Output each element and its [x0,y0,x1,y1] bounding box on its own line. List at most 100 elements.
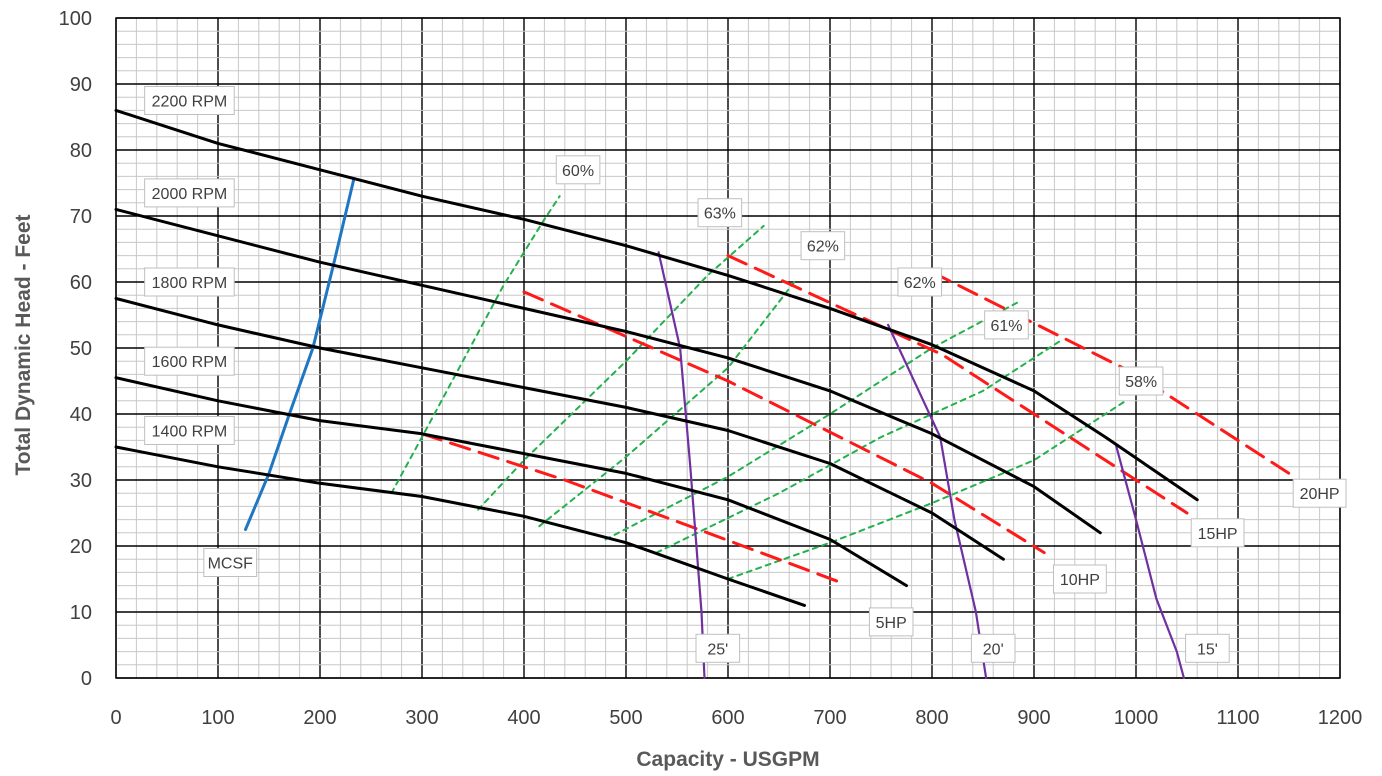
rpm-curve [114,297,1005,561]
curve-label-box [984,310,1029,340]
npsh-curve [657,251,706,680]
y-tick-label: 10 [70,602,92,624]
efficiency-curve [538,281,796,528]
curve-label: 1400 RPM [144,416,235,445]
curve-label-text: 1600 RPM [152,354,228,371]
y-tick-label: 60 [70,272,92,294]
x-tick-label: 400 [507,707,540,729]
rpm-curve [114,445,806,607]
x-tick-label: 1000 [1114,707,1159,729]
x-tick-label: 800 [915,707,948,729]
curve-label-box [203,548,258,577]
curve-label-box [1118,366,1164,396]
efficiency-curve [477,224,765,511]
curve-label: 5HP [868,607,914,637]
curve-label-text: 1800 RPM [152,275,228,292]
curve-label-text: 10HP [1060,572,1100,589]
mcsf-curve [244,178,356,531]
x-axis-title: Capacity - USGPM [636,748,819,771]
curve-label: 2000 RPM [144,178,235,208]
curve-label: 61% [984,310,1029,340]
curve-label: 63% [697,198,743,228]
npsh-curve [1114,442,1186,680]
horsepower-curve [726,254,1189,515]
rpm-curve [114,376,908,588]
curve-label: 10HP [1053,564,1107,594]
curve-label: 2200 RPM [144,86,235,115]
x-tick-label: 200 [303,707,336,729]
y-tick-label: 30 [70,470,92,492]
efficiency-curve [655,340,1061,554]
curve-label: 62% [800,231,846,261]
efficiency-curve [604,300,1020,541]
y-tick-label: 90 [70,74,92,96]
x-tick-label: 600 [711,707,744,729]
series [114,108,1296,680]
x-tick-label: 100 [201,707,234,729]
efficiency-curve [727,399,1127,580]
curve-label-text: 15' [1197,641,1218,658]
x-tick-label: 1100 [1216,707,1259,729]
horsepower-curve [522,290,1046,555]
curve-label-text: 2200 RPM [152,94,228,111]
plot-frame [115,17,1341,679]
curve-label: 20HP [1292,478,1347,508]
x-tick-label: 700 [813,707,846,729]
horsepower-curve [420,432,842,584]
y-tick-label: 50 [70,338,92,360]
curve-label-text: 63% [704,206,736,223]
curve-label-text: 61% [990,318,1022,335]
curve-label-box [144,86,235,115]
y-axis-title: Total Dynamic Head - Feet [12,214,35,475]
curve-label-box [970,633,1016,663]
y-tick-label: 0 [81,668,92,690]
curve-label-text: 2000 RPM [152,186,228,203]
curve-label: 20' [970,633,1016,663]
curve-label: 15' [1185,633,1230,663]
curve-label-box [1185,633,1230,663]
rpm-curve [114,207,1102,535]
curve-label-text: 62% [807,239,839,256]
efficiency-curve [390,195,561,495]
curve-label-box [695,633,741,663]
curve-label-text: 60% [562,163,594,180]
curve-label-text: 1400 RPM [152,424,228,441]
curve-label-box [697,198,743,228]
curve-label-box [1292,478,1347,508]
curve-label: 1800 RPM [144,267,235,297]
curve-label-text: 5HP [876,615,907,632]
x-tick-label: 1200 [1318,707,1363,729]
curve-label-box [800,231,846,261]
curve-label-text: 20' [983,641,1004,658]
curve-label: 58% [1118,366,1164,396]
y-tick-label: 70 [70,206,92,228]
data-labels: 2200 RPM 2000 RPM 1800 RPM 1600 RPM 1400 RPM… [144,86,1347,663]
y-tick-label: 40 [70,404,92,426]
curve-label-box [555,155,601,185]
curve-label-box [897,267,943,297]
x-tick-label: 300 [405,707,438,729]
x-tick-label: 0 [110,707,121,729]
curve-label-box [144,267,235,297]
curve-label: 15HP [1190,518,1245,548]
curve-label-text: 58% [1125,374,1157,391]
curve-label-box [1190,518,1245,548]
grid [115,17,1341,679]
x-axis-ticks: 0 100 200 300 400 500 600 700 800 900 1000 1100 1200 [110,707,1362,729]
y-tick-label: 20 [70,536,92,558]
curve-label-text: 25' [707,641,728,658]
x-tick-label: 900 [1017,707,1050,729]
curve-label-text: MCSF [208,556,254,573]
curve-label-text: 62% [904,275,936,292]
curve-label-box [1053,564,1107,594]
curve-label: MCSF [203,548,258,577]
y-tick-label: 80 [70,140,92,162]
y-tick-label: 100 [59,8,92,30]
curve-label-box [144,346,235,376]
y-axis-ticks: 0 10 20 30 40 50 60 70 80 90 100 [59,8,92,690]
curve-label: 1600 RPM [144,346,235,376]
curve-label-text: 15HP [1198,526,1238,543]
curve-label: 62% [897,267,943,297]
rpm-curve [114,108,1199,502]
